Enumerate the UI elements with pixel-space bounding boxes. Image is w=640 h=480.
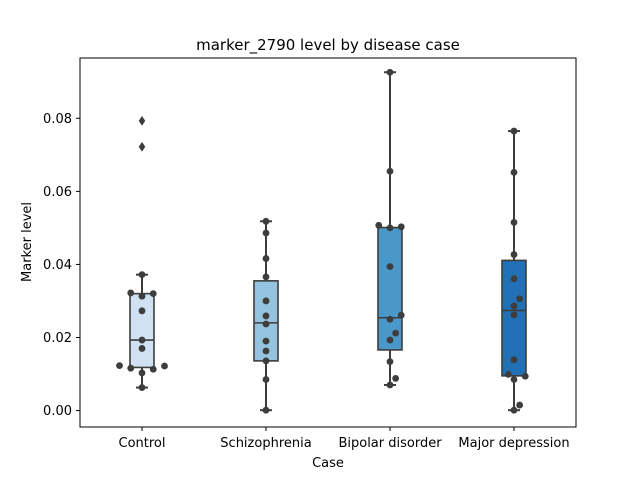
data-point	[521, 372, 529, 380]
data-point	[262, 406, 270, 414]
chart-title: marker_2790 level by disease case	[196, 36, 460, 55]
y-tick-label: 0.08	[43, 112, 72, 127]
data-point	[138, 369, 146, 377]
swarm-group	[116, 271, 168, 391]
data-point	[386, 263, 394, 271]
data-point	[510, 275, 518, 283]
data-point	[386, 358, 394, 366]
data-point	[510, 251, 518, 258]
outlier-marker	[138, 141, 146, 152]
data-point	[510, 302, 518, 310]
data-point	[510, 376, 518, 383]
data-point	[510, 356, 518, 364]
swarm-group	[504, 127, 529, 414]
data-point	[516, 295, 524, 303]
data-point	[262, 337, 270, 345]
data-point	[516, 401, 524, 409]
data-point	[262, 312, 270, 320]
data-point	[262, 255, 270, 262]
x-tick-label: Control	[119, 436, 166, 451]
swarm-group	[262, 217, 270, 414]
data-point	[149, 290, 157, 298]
data-point	[138, 336, 146, 344]
data-point	[397, 223, 405, 231]
data-point	[262, 347, 270, 355]
y-axis: 0.00 0.02 0.04 0.06 0.08	[43, 112, 80, 419]
data-point	[386, 167, 394, 175]
y-tick-label: 0.00	[43, 404, 72, 419]
data-point	[510, 311, 518, 319]
data-point	[161, 362, 168, 370]
data-point	[386, 68, 394, 76]
x-tick-label: Major depression	[458, 436, 569, 451]
y-tick-label: 0.04	[43, 258, 72, 273]
data-point	[262, 357, 270, 365]
y-tick-label: 0.06	[43, 185, 72, 200]
data-point	[116, 362, 123, 370]
data-point	[262, 273, 270, 281]
y-tick-label: 0.02	[43, 331, 72, 346]
data-point	[262, 297, 270, 305]
data-point	[510, 168, 518, 176]
data-point	[386, 336, 394, 344]
data-point	[397, 311, 405, 319]
data-point	[262, 320, 270, 328]
data-point	[138, 292, 146, 300]
data-point	[138, 384, 146, 391]
x-tick-label: Schizophrenia	[220, 436, 311, 451]
data-point	[504, 370, 512, 378]
swarm-group	[375, 68, 405, 389]
data-point	[262, 229, 270, 237]
data-point	[510, 127, 518, 135]
data-point	[386, 381, 394, 389]
box-group	[129, 115, 155, 389]
data-point	[262, 217, 270, 225]
box	[129, 292, 155, 369]
axes-frame	[79, 57, 577, 428]
data-point	[262, 376, 270, 383]
plot-area	[116, 68, 529, 414]
x-axis-label: Case	[312, 456, 344, 471]
data-point	[138, 307, 146, 315]
x-tick-label: Bipolar disorder	[338, 436, 442, 451]
data-point	[127, 364, 135, 372]
data-point	[392, 375, 400, 382]
data-point	[138, 271, 146, 279]
data-point	[149, 365, 157, 373]
data-point	[510, 219, 518, 226]
data-point	[138, 345, 146, 352]
data-point	[510, 406, 518, 414]
data-point	[392, 329, 400, 337]
outlier-marker	[138, 115, 146, 126]
data-point	[375, 221, 383, 229]
x-axis: Control Schizophrenia Bipolar disorder Majo…	[119, 427, 570, 451]
data-point	[127, 289, 135, 297]
data-point	[386, 224, 394, 232]
data-point	[386, 315, 394, 323]
y-axis-label: Marker level	[20, 202, 35, 282]
